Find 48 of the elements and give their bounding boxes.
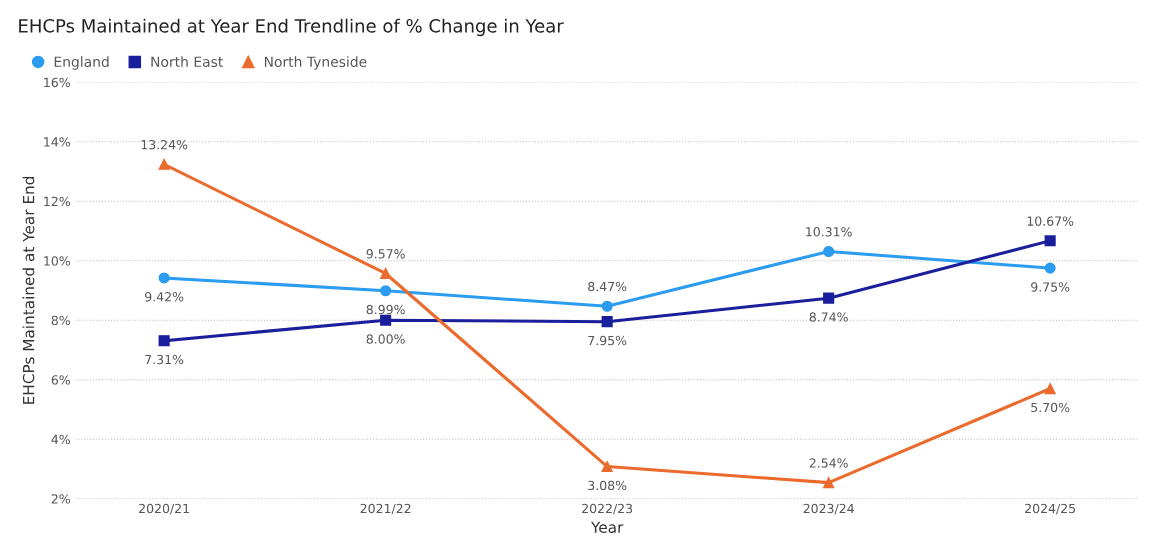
y-tick-label: 10% <box>44 256 70 266</box>
point <box>380 285 392 297</box>
legend-label: England <box>54 56 109 70</box>
chart-title: EHCPs Maintained at Year End Trendline of % Change in Year <box>19 18 564 37</box>
point <box>1044 383 1056 395</box>
data-label: 7.31% <box>145 354 184 365</box>
point <box>823 245 835 258</box>
x-tick-label: 2021/22 <box>360 503 411 515</box>
data-label: 9.42% <box>145 292 184 302</box>
data-label: 3.08% <box>588 480 627 491</box>
data-label: 8.99% <box>366 304 405 315</box>
y-axis-title: EHCPs Maintained at Year End <box>22 176 35 404</box>
data-label: 8.00% <box>366 334 405 344</box>
data-label: 10.67% <box>1027 216 1074 226</box>
y-tick-label: 16% <box>44 77 70 88</box>
data-label: 2.54% <box>809 458 848 468</box>
data-label: 13.24% <box>141 139 188 150</box>
x-axis-title: Year <box>590 521 624 534</box>
y-tick-label: 8% <box>51 315 70 326</box>
point <box>380 314 392 326</box>
x-tick-label: 2022/23 <box>582 503 633 515</box>
point <box>823 292 835 304</box>
point <box>601 316 613 328</box>
x-tick-label: 2024/25 <box>1025 503 1076 515</box>
point <box>158 158 170 170</box>
y-tick-label: 14% <box>44 137 70 147</box>
point <box>823 477 835 489</box>
x-tick-label: 2020/21 <box>139 503 189 515</box>
legend-label: North Tyneside <box>264 56 367 70</box>
point <box>158 335 170 347</box>
point <box>601 460 613 473</box>
y-tick-label: 6% <box>51 375 70 385</box>
point <box>1044 235 1056 247</box>
data-label: 8.47% <box>588 281 627 292</box>
x-tick-label: 2023/24 <box>803 503 854 515</box>
y-tick-label: 4% <box>51 434 70 445</box>
data-label: 8.74% <box>809 312 848 322</box>
y-tick-label: 12% <box>44 196 70 207</box>
data-label: 10.31% <box>806 227 852 237</box>
y-tick-label: 2% <box>51 494 70 504</box>
data-label: 9.75% <box>1031 282 1070 292</box>
point <box>1044 262 1056 274</box>
point <box>158 272 170 284</box>
data-label: 9.57% <box>366 249 405 259</box>
legend-label: North East <box>151 56 223 68</box>
data-label: 5.70% <box>1031 402 1070 413</box>
data-label: 7.95% <box>588 335 627 346</box>
point <box>601 300 613 312</box>
